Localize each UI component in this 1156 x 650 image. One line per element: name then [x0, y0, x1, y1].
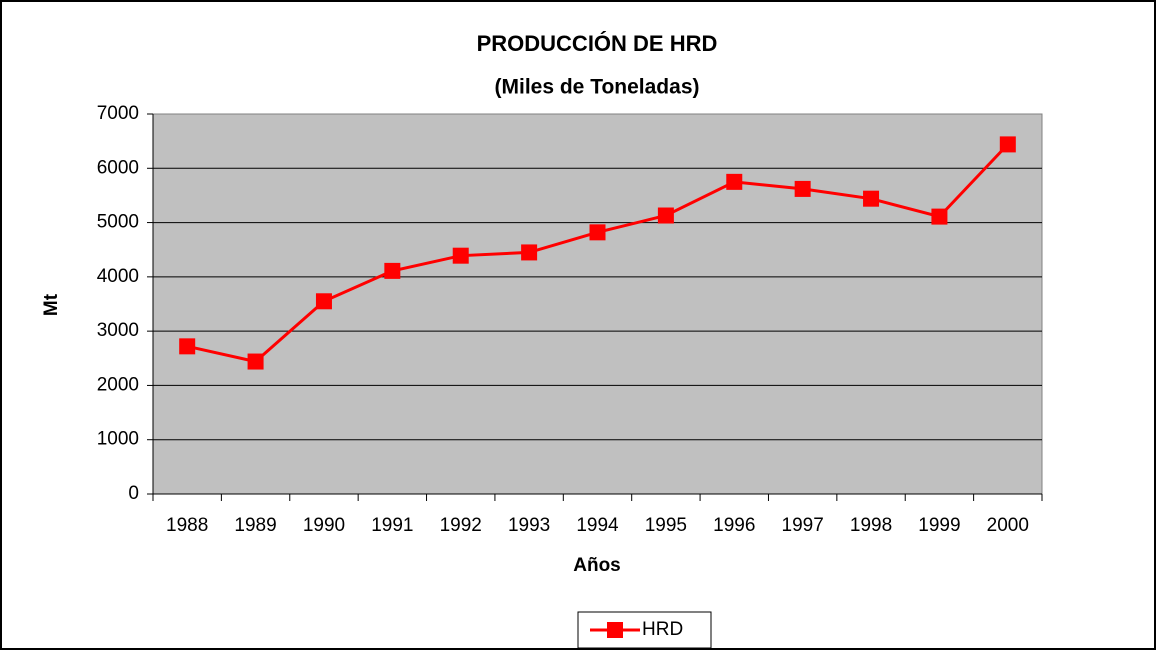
x-axis-label: Años	[573, 555, 621, 576]
marker	[931, 208, 948, 225]
marker	[726, 173, 743, 190]
x-tick-label: 2000	[987, 515, 1029, 536]
x-tick-label: 1992	[440, 515, 482, 536]
y-tick-label: 0	[128, 483, 139, 504]
x-tick-label: 1988	[166, 515, 208, 536]
chart-title: PRODUCCIÓN DE HRD	[477, 31, 718, 56]
x-tick-label: 1996	[713, 515, 755, 536]
y-axis-label: Mt	[41, 293, 62, 316]
marker	[999, 136, 1016, 153]
x-tick-label: 1995	[645, 515, 687, 536]
legend-marker	[607, 622, 623, 638]
y-tick-label: 4000	[97, 266, 139, 287]
marker	[794, 180, 811, 197]
y-tick-label: 7000	[97, 103, 139, 124]
x-tick-label: 1998	[850, 515, 892, 536]
x-tick-label: 1997	[782, 515, 824, 536]
y-tick-label: 6000	[97, 157, 139, 178]
y-tick-label: 5000	[97, 212, 139, 233]
marker	[452, 247, 469, 264]
marker	[384, 262, 401, 279]
x-tick-label: 1994	[576, 515, 619, 536]
y-tick-label: 1000	[97, 429, 139, 450]
marker	[247, 353, 264, 370]
y-tick-label: 3000	[97, 320, 139, 341]
x-tick-label: 1990	[303, 515, 345, 536]
marker	[521, 244, 538, 261]
x-tick-label: 1991	[371, 515, 413, 536]
x-tick-label: 1989	[234, 515, 276, 536]
marker	[863, 190, 880, 207]
plot-area	[152, 113, 1043, 495]
marker	[657, 207, 674, 224]
y-tick-label: 2000	[97, 374, 139, 395]
marker	[179, 338, 196, 355]
marker	[315, 293, 332, 310]
marker	[589, 224, 606, 241]
x-tick-label: 1993	[508, 515, 550, 536]
x-tick-label: 1999	[918, 515, 960, 536]
chart-subtitle: (Miles de Toneladas)	[495, 76, 700, 99]
legend-label: HRD	[642, 619, 683, 640]
